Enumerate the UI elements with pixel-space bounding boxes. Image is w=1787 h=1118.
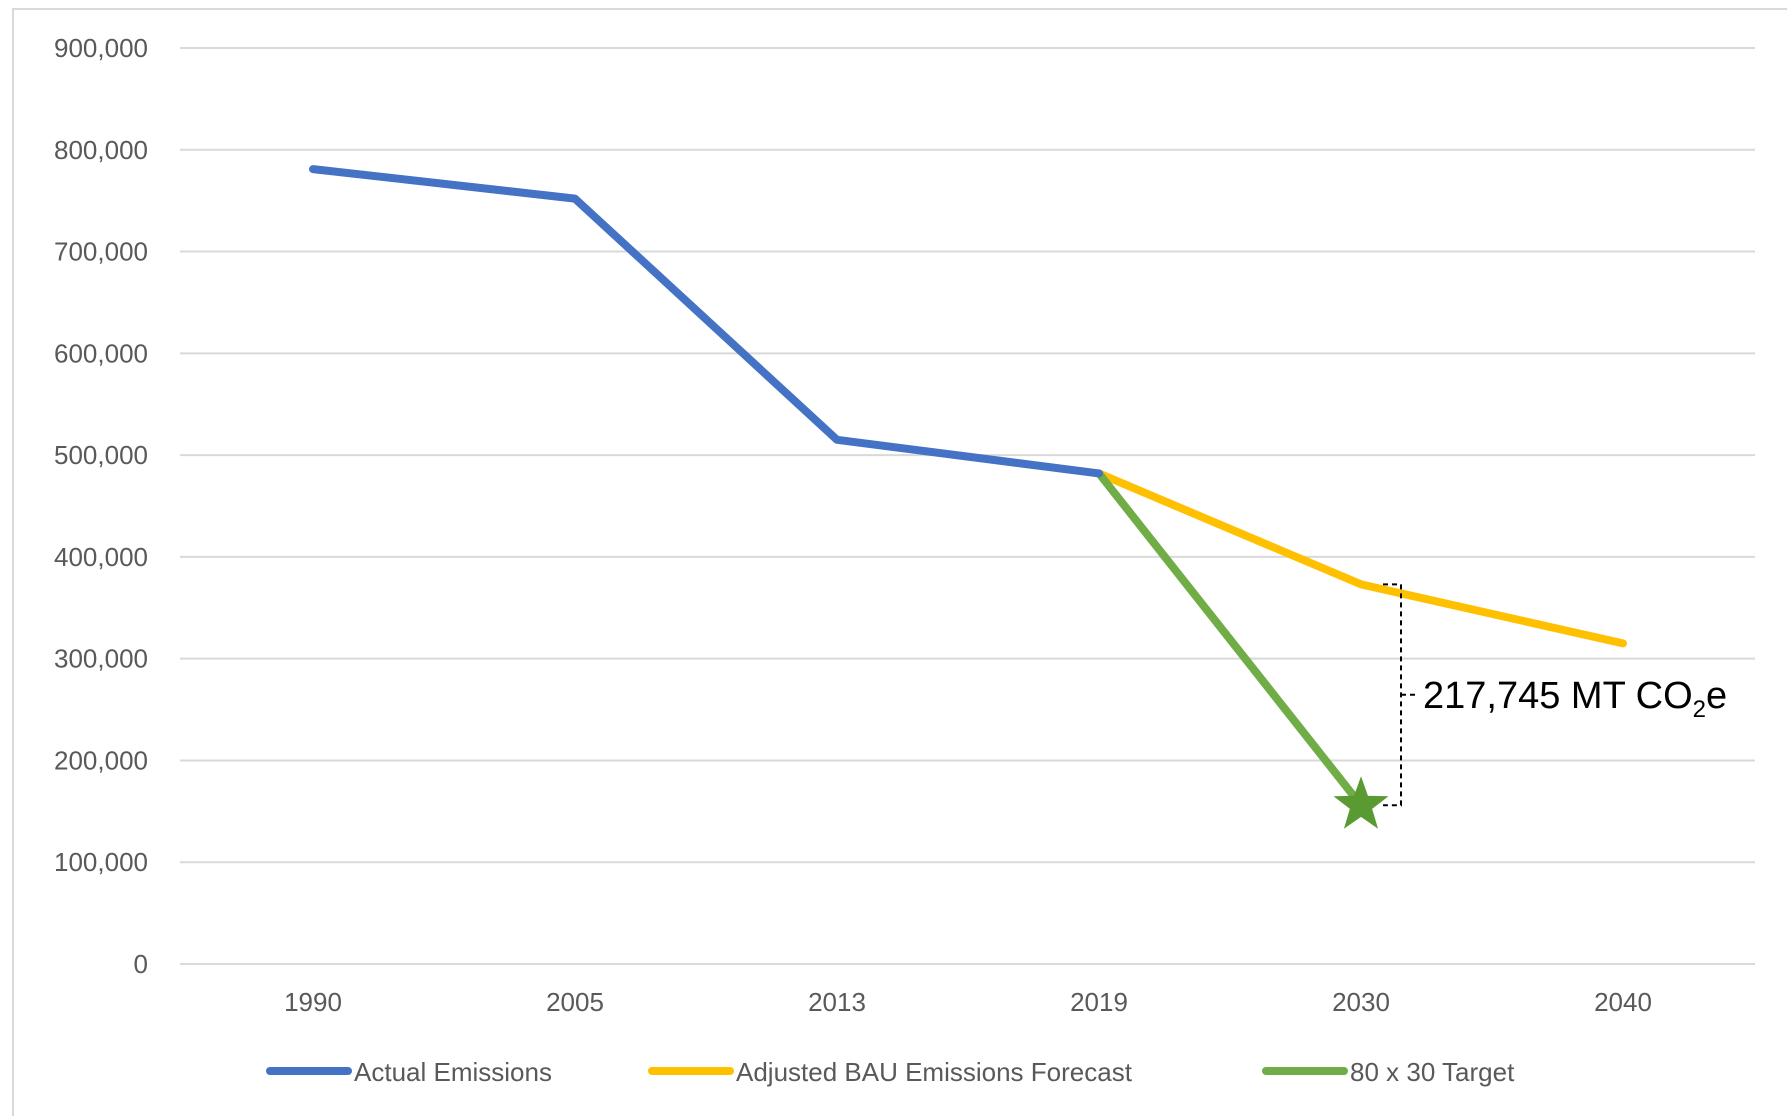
y-tick-label: 400,000: [54, 542, 148, 572]
annotation-bracket: [1383, 583, 1419, 807]
annotation-main-text: 217,745 MT CO: [1423, 675, 1693, 717]
y-tick-label: 500,000: [54, 440, 148, 470]
annotation-label: 217,745 MT CO2e: [1423, 675, 1727, 723]
series-line-2: [1095, 469, 1365, 810]
annotation-subscript: 2: [1693, 696, 1706, 723]
y-tick-label: 100,000: [54, 847, 148, 877]
y-tick-label: 300,000: [54, 644, 148, 674]
x-axis-ticks: 1990 2005 2013 2019 2030 2040: [284, 987, 1652, 1017]
chart-border: [12, 8, 1787, 1116]
series-line-0: [309, 165, 1103, 478]
series-lines: [309, 165, 1627, 829]
legend-label: Actual Emissions: [354, 1057, 552, 1087]
x-tick-label: 2030: [1332, 987, 1390, 1017]
legend: Actual Emissions Adjusted BAU Emissions F…: [266, 1057, 1515, 1087]
y-tick-label: 700,000: [54, 237, 148, 267]
y-tick-label: 800,000: [54, 135, 148, 165]
x-tick-label: 2005: [546, 987, 604, 1017]
x-tick-label: 2040: [1594, 987, 1652, 1017]
y-tick-label: 900,000: [54, 33, 148, 63]
gap-annotation: 217,745 MT CO2e: [1383, 583, 1727, 807]
x-tick-label: 2019: [1070, 987, 1128, 1017]
legend-label: Adjusted BAU Emissions Forecast: [736, 1057, 1133, 1087]
y-tick-label: 600,000: [54, 338, 148, 368]
x-tick-label: 2013: [808, 987, 866, 1017]
target-star-marker: [1333, 776, 1389, 829]
y-tick-label: 0: [134, 949, 148, 979]
gridlines: [180, 47, 1755, 965]
y-tick-label: 200,000: [54, 745, 148, 775]
x-tick-label: 1990: [284, 987, 342, 1017]
series-line-1: [1095, 469, 1627, 648]
y-axis-ticks: 900,000 800,000 700,000 600,000 500,000 400,0…: [54, 33, 148, 979]
legend-label: 80 x 30 Target: [1350, 1057, 1515, 1087]
annotation-suffix: e: [1706, 675, 1727, 717]
